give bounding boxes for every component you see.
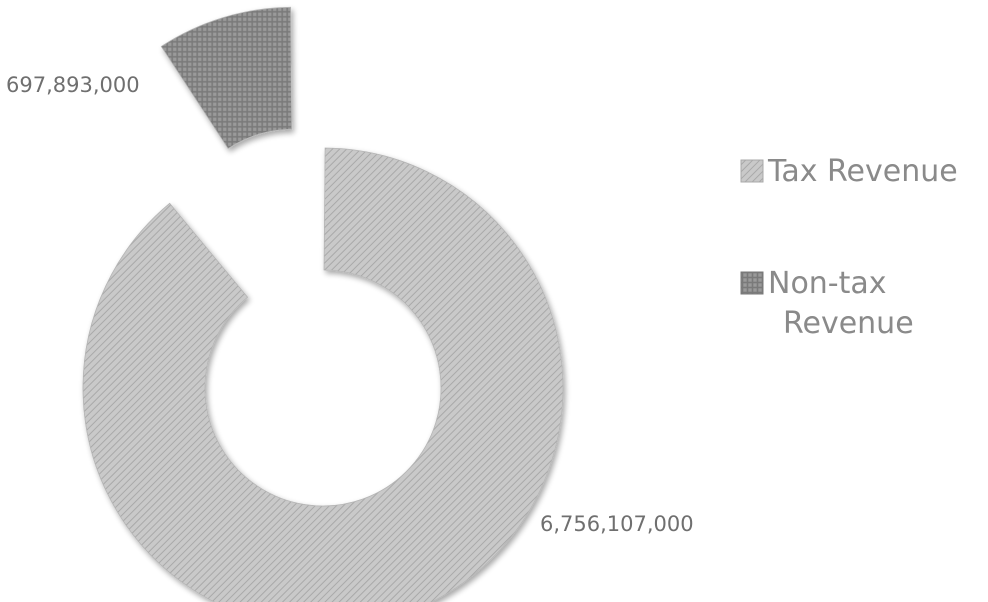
legend-swatch-non-tax-revenue <box>740 271 764 295</box>
legend-item-non-tax-revenue[interactable]: Non-tax Revenue <box>740 266 914 341</box>
slices-group <box>82 6 564 602</box>
slice-non-tax-revenue[interactable] <box>160 6 293 150</box>
legend-label-tax-revenue: Tax Revenue <box>767 154 958 189</box>
data-label-tax-revenue: 6,756,107,000 <box>540 512 694 536</box>
legend: Tax Revenue Non-tax Revenue <box>740 154 958 341</box>
legend-label-non-tax-revenue: Non-tax Revenue <box>768 266 914 341</box>
slice-tax-revenue[interactable] <box>82 147 564 602</box>
data-label-non-tax-revenue: 697,893,000 <box>6 73 140 97</box>
legend-item-tax-revenue[interactable]: Tax Revenue <box>740 154 958 189</box>
legend-swatch-tax-revenue <box>740 159 764 183</box>
